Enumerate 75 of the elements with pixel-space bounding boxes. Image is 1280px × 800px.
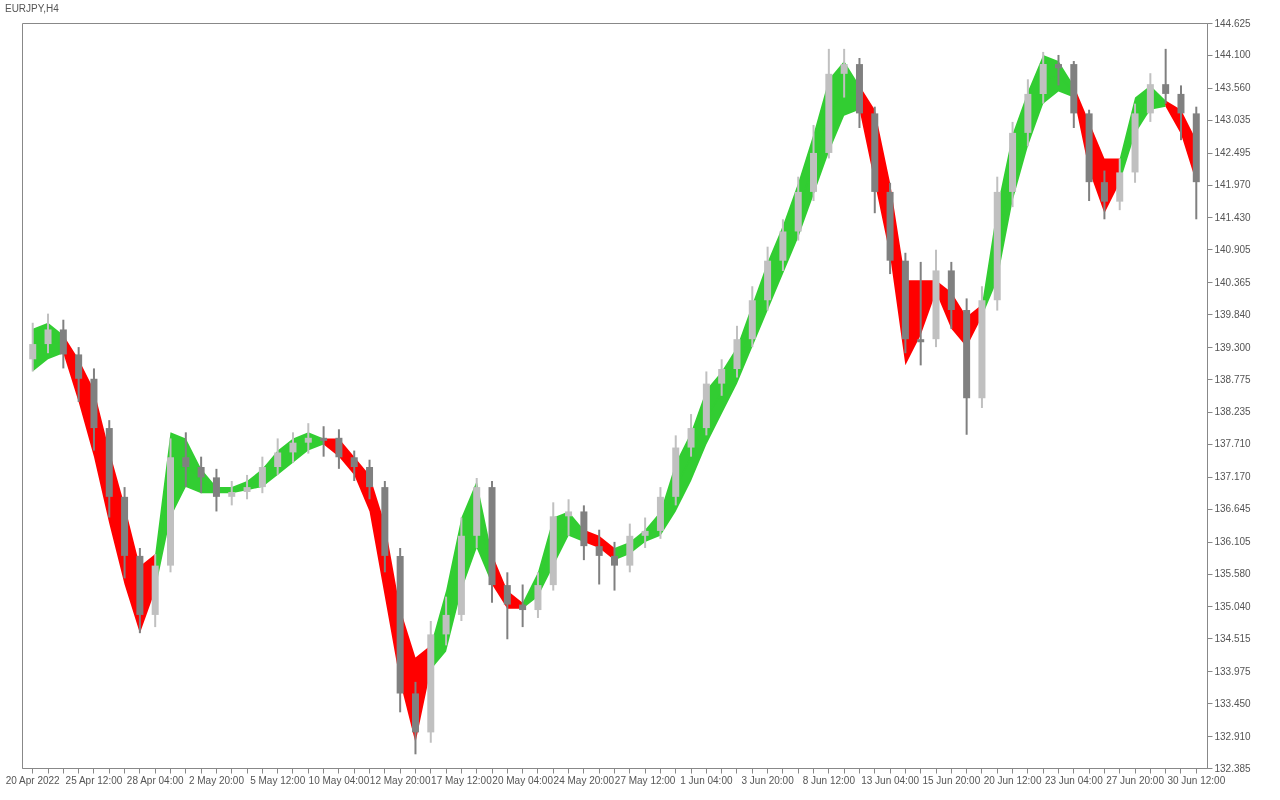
x-tick-label: 8 Jun 12:00 [802, 774, 856, 786]
candlestick [243, 473, 251, 501]
x-tick-label: 10 May 04:00 [308, 774, 370, 786]
y-tick-label: 135.040 [1214, 600, 1252, 612]
y-tick-label: 142.495 [1214, 147, 1252, 159]
candlestick [1162, 47, 1170, 105]
x-tick-label: 20 Apr 2022 [5, 774, 61, 786]
y-tick-label: 143.035 [1214, 114, 1252, 126]
y-tick-label: 136.105 [1214, 536, 1252, 548]
y-tick-label: 135.580 [1214, 568, 1252, 580]
candlestick [350, 449, 358, 483]
x-tick-label: 25 Apr 12:00 [65, 774, 123, 786]
y-tick-label: 140.365 [1214, 276, 1252, 288]
y-tick-label: 134.515 [1214, 632, 1252, 644]
candlestick [611, 540, 618, 592]
x-tick-label: 20 Jun 12:00 [983, 774, 1042, 786]
candlestick [1177, 84, 1185, 142]
candlestick [565, 498, 573, 537]
x-tick-label: 2 May 20:00 [188, 774, 245, 786]
y-tick-label: 132.910 [1214, 730, 1252, 742]
candlestick [197, 455, 205, 495]
candlestick [1100, 169, 1108, 221]
candlestick [595, 528, 603, 586]
chart-title: EURJPY,H4 [4, 3, 60, 14]
y-tick-label: 137.170 [1214, 471, 1252, 483]
candlestick [335, 428, 343, 470]
candlestick [274, 437, 282, 476]
x-tick-label: 12 May 20:00 [369, 774, 431, 786]
x-tick-label: 15 Jun 20:00 [922, 774, 981, 786]
x-tick-label: 3 Jun 20:00 [741, 774, 795, 786]
candlestick [44, 312, 52, 355]
candlestick [320, 425, 328, 458]
x-tick-label: 30 Jun 12:00 [1167, 774, 1226, 786]
x-tick-label: 20 May 04:00 [492, 774, 554, 786]
x-tick-label: 23 Jun 04:00 [1044, 774, 1104, 786]
candlestick [289, 431, 297, 464]
y-tick-label: 138.235 [1214, 406, 1252, 418]
y-tick-label: 137.710 [1214, 438, 1252, 450]
candlestick [687, 413, 695, 458]
candlestick [212, 467, 220, 513]
y-tick-label: 141.970 [1214, 179, 1252, 191]
x-tick-label: 24 May 20:00 [553, 774, 615, 786]
y-tick-label: 139.840 [1214, 308, 1252, 320]
y-tick-label: 133.975 [1214, 665, 1252, 677]
x-tick-label: 13 Jun 04:00 [861, 774, 920, 786]
candlestick [1054, 53, 1062, 87]
candlestick [29, 321, 37, 373]
y-tick-label: 136.645 [1214, 503, 1252, 515]
x-tick-label: 1 Jun 04:00 [680, 774, 733, 786]
y-tick-label: 144.100 [1214, 49, 1252, 61]
y-tick-label: 133.450 [1214, 697, 1252, 709]
y-tick-label: 144.625 [1214, 17, 1252, 29]
candlestick [917, 260, 925, 367]
y-tick-label: 139.300 [1214, 341, 1252, 353]
candlestick [442, 595, 450, 647]
candlestick [258, 455, 266, 495]
y-tick-label: 143.560 [1214, 82, 1252, 94]
candlestick [840, 47, 848, 99]
x-tick-label: 17 May 12:00 [431, 774, 493, 786]
y-tick-label: 141.430 [1214, 211, 1252, 223]
y-tick-label: 138.775 [1214, 373, 1252, 385]
x-tick-label: 27 May 12:00 [614, 774, 676, 786]
candlestick [718, 358, 726, 397]
candlestick [519, 583, 527, 629]
candlestick [503, 571, 511, 641]
candlestick [228, 480, 236, 507]
candlestick [366, 458, 374, 501]
candlestick [182, 431, 190, 489]
y-tick-label: 140.905 [1214, 243, 1252, 255]
x-tick-label: 27 Jun 20:00 [1106, 774, 1165, 786]
x-tick-label: 28 Apr 04:00 [126, 774, 184, 786]
x-tick-label: 5 May 12:00 [250, 774, 306, 786]
candlestick [641, 516, 649, 549]
candlestick [304, 422, 312, 455]
y-tick-label: 132.385 [1214, 762, 1252, 774]
